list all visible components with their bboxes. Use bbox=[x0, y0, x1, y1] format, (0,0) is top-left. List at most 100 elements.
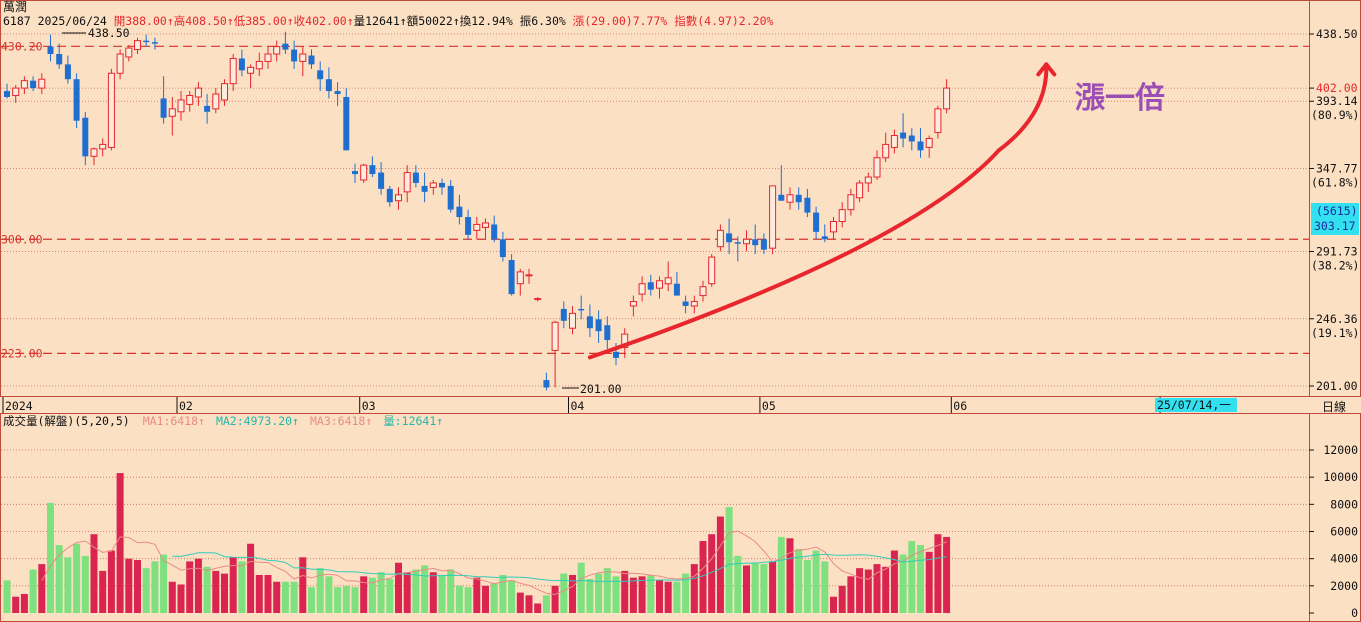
candle-body bbox=[56, 54, 63, 65]
candle-body bbox=[125, 47, 133, 58]
candle-body bbox=[447, 185, 454, 210]
volume-bar bbox=[499, 574, 507, 613]
candle-body bbox=[456, 206, 463, 218]
date-box bbox=[1155, 398, 1237, 412]
candle-body bbox=[830, 220, 837, 233]
candle-body bbox=[194, 87, 202, 98]
volume-bar bbox=[203, 566, 211, 613]
volume-bar bbox=[725, 507, 733, 613]
candle-body bbox=[873, 157, 881, 178]
candle-body bbox=[629, 301, 637, 307]
volume-bar bbox=[838, 585, 846, 613]
volume-title-label: 成交量(解盤)(5,20,5) bbox=[3, 414, 130, 428]
info-line: 6187 2025/06/24 開388.00↑高408.50↑低385.00↑… bbox=[3, 14, 773, 28]
price-axis-label: 201.00 bbox=[1316, 379, 1358, 393]
candle-body bbox=[343, 96, 350, 151]
candle-body bbox=[586, 316, 593, 329]
candle-body bbox=[551, 321, 559, 351]
volume-bar bbox=[560, 573, 568, 613]
candle-body bbox=[429, 182, 437, 188]
volume-bar bbox=[473, 577, 481, 613]
price-axis-pct: (38.2%) bbox=[1311, 259, 1359, 273]
volume-axis-label: 6000 bbox=[1330, 525, 1358, 539]
volume-bar bbox=[864, 569, 872, 613]
candle-body bbox=[47, 46, 54, 55]
volume-bar bbox=[160, 554, 168, 613]
volume-bar bbox=[386, 579, 394, 613]
candle-body bbox=[4, 91, 10, 97]
candle-body bbox=[273, 46, 281, 55]
reference-lines: 430.20 300.00 223.00 bbox=[1, 39, 1309, 360]
volume-bar bbox=[508, 580, 516, 613]
volume-bar bbox=[194, 558, 202, 613]
volume-bar bbox=[803, 560, 811, 613]
period-label[interactable]: 日線 bbox=[1322, 399, 1346, 414]
volume-bar bbox=[716, 516, 724, 613]
candle-body bbox=[134, 40, 141, 51]
volume-bar bbox=[395, 562, 402, 613]
volume-bar bbox=[99, 570, 107, 613]
volume-bar bbox=[334, 587, 342, 613]
ma20-line bbox=[172, 552, 947, 582]
volume-bar bbox=[830, 596, 837, 613]
candle-body bbox=[847, 194, 855, 211]
volume-bar bbox=[673, 581, 681, 613]
candle-body bbox=[73, 79, 80, 121]
volume-bar bbox=[943, 536, 951, 613]
volume-bar bbox=[534, 603, 542, 613]
candle-body bbox=[221, 83, 228, 101]
volume-bar bbox=[664, 581, 672, 613]
volume-bar bbox=[516, 592, 524, 613]
candle-body bbox=[613, 351, 619, 358]
time-axis-label: 06 bbox=[953, 399, 967, 413]
low-marker: 201.00 bbox=[580, 382, 622, 396]
candle-body bbox=[12, 87, 20, 97]
candle-body bbox=[682, 301, 689, 306]
price-axis-pct: (61.8%) bbox=[1311, 175, 1359, 189]
volume-bar bbox=[621, 570, 629, 613]
volume-bar bbox=[308, 587, 315, 613]
candle-body bbox=[308, 55, 315, 65]
candle-body bbox=[900, 132, 907, 139]
ma3-label: MA3:6418↑ bbox=[310, 414, 372, 428]
candle-body bbox=[212, 93, 220, 110]
volume-bar bbox=[377, 572, 385, 613]
volume-bar bbox=[151, 561, 159, 613]
reference-line-label: 300.00 bbox=[1, 232, 43, 246]
price-axis-label: 438.50 bbox=[1316, 27, 1358, 41]
candle-body bbox=[403, 172, 411, 193]
volume-bar bbox=[368, 577, 376, 613]
volume-bar bbox=[734, 555, 742, 613]
candle-body bbox=[673, 283, 680, 296]
candle-body bbox=[282, 43, 289, 50]
volume-bar bbox=[264, 574, 272, 613]
candle-body bbox=[299, 53, 307, 62]
volume-axis-label: 4000 bbox=[1330, 552, 1358, 566]
volume-bar bbox=[482, 585, 489, 613]
candle-body bbox=[838, 209, 846, 222]
candle-body bbox=[690, 301, 698, 307]
volume-bar bbox=[64, 557, 72, 613]
candle-body bbox=[247, 66, 255, 74]
candle-body bbox=[90, 148, 98, 157]
volume-bar bbox=[342, 585, 350, 613]
volume-bar bbox=[682, 573, 690, 613]
price-axis-label: 402.00 bbox=[1316, 81, 1358, 95]
volume-bar bbox=[290, 581, 298, 613]
candle-body bbox=[238, 58, 245, 71]
volume-bar bbox=[690, 564, 698, 613]
candle-body bbox=[769, 185, 777, 249]
reference-line-label: 223.00 bbox=[1, 346, 43, 360]
candle-body bbox=[595, 319, 602, 332]
volume-bar bbox=[925, 551, 933, 613]
volume-bar bbox=[629, 577, 637, 613]
volume-bar bbox=[882, 566, 890, 613]
candle-body bbox=[578, 308, 585, 311]
price-panel-frame bbox=[0, 0, 1310, 397]
trend-arrow-head bbox=[1036, 62, 1057, 77]
volume-axis-label: 12000 bbox=[1323, 443, 1358, 457]
volume-bar bbox=[769, 561, 777, 613]
volume-bar bbox=[273, 581, 281, 613]
volume-bar bbox=[777, 536, 785, 613]
